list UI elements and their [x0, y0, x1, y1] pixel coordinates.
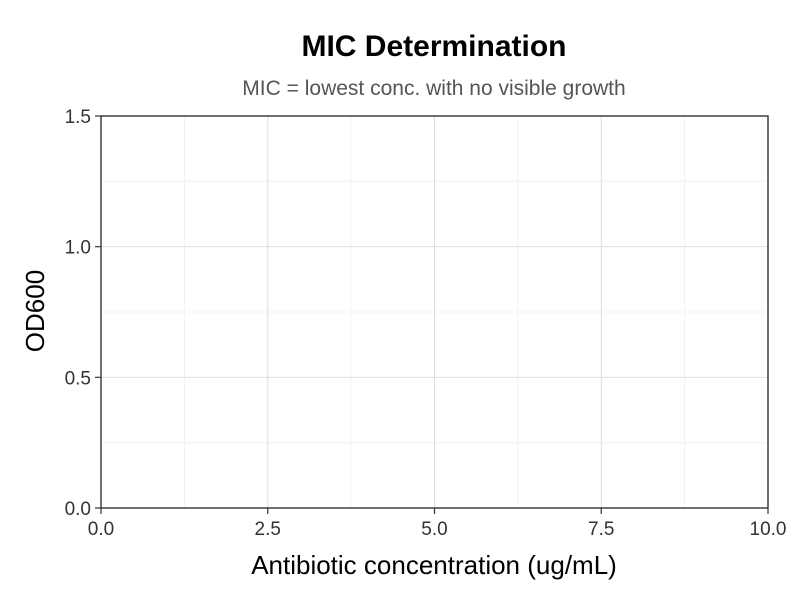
- chart-subtitle: MIC = lowest conc. with no visible growt…: [242, 77, 625, 100]
- x-tick-label: 5.0: [421, 519, 447, 540]
- y-tick-label: 1.0: [65, 238, 91, 259]
- y-axis-title: OD600: [20, 270, 50, 352]
- y-tick-label: 1.5: [65, 107, 91, 128]
- x-axis-title: Antibiotic concentration (ug/mL): [251, 550, 617, 580]
- y-tick-label: 0.0: [65, 499, 91, 520]
- x-axis: 0.0 2.5 5.0 7.5 10.0: [88, 508, 787, 540]
- x-tick-label: 2.5: [255, 519, 281, 540]
- x-tick-label: 7.5: [588, 519, 614, 540]
- y-tick-label: 0.5: [65, 368, 91, 389]
- x-tick-label: 10.0: [750, 519, 787, 540]
- y-axis: 0.0 0.5 1.0 1.5: [65, 107, 101, 520]
- x-tick-label: 0.0: [88, 519, 114, 540]
- chart-title: MIC Determination: [301, 30, 566, 63]
